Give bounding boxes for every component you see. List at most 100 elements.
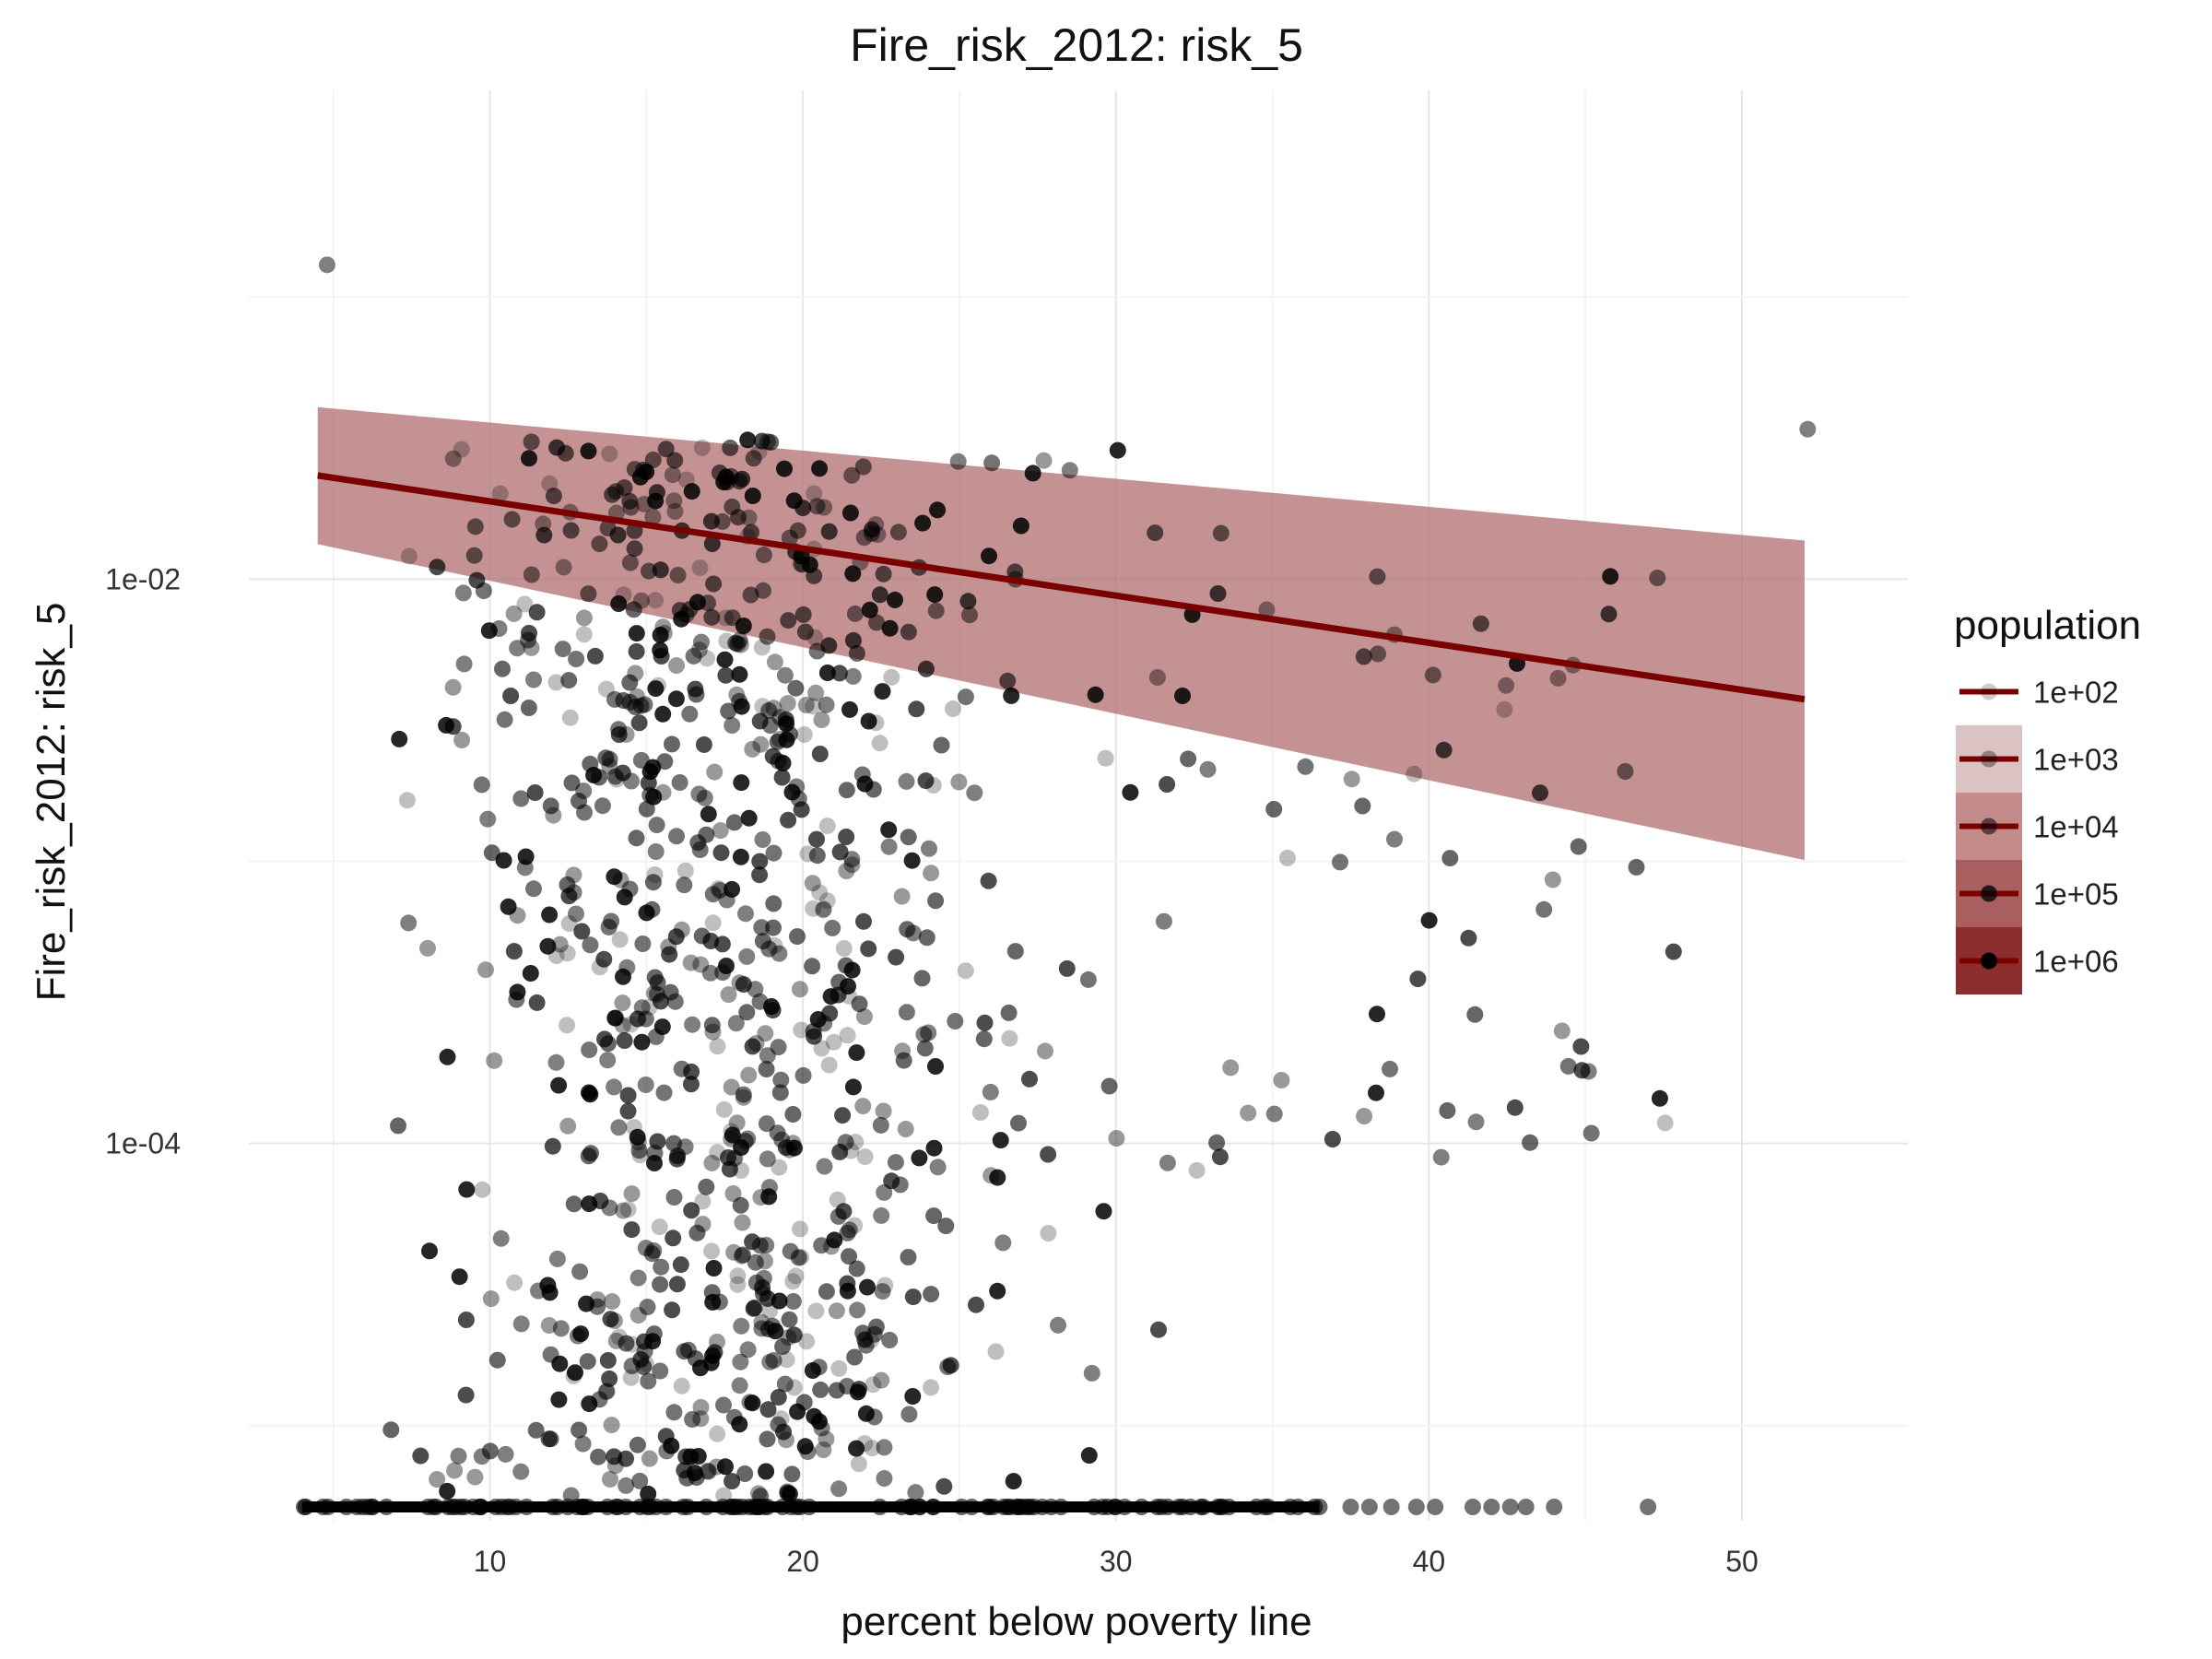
data-point: [875, 565, 892, 582]
data-point: [927, 602, 945, 619]
data-point: [859, 1278, 876, 1296]
data-point: [816, 1158, 833, 1175]
data-point: [706, 1344, 724, 1361]
data-point: [668, 1150, 686, 1168]
data-point: [887, 1154, 904, 1171]
data-point: [744, 1038, 761, 1055]
data-point: [795, 726, 813, 743]
chart-title: Fire_risk_2012: risk_5: [850, 19, 1303, 71]
data-point: [614, 1017, 631, 1034]
bottom-row-point: [1382, 1499, 1400, 1515]
data-point: [723, 1130, 740, 1147]
data-point: [624, 1335, 641, 1353]
data-point: [644, 1333, 662, 1350]
data-point: [808, 498, 826, 515]
data-point: [654, 705, 672, 723]
data-point: [646, 866, 664, 883]
data-point: [606, 1312, 623, 1329]
data-point: [765, 895, 782, 912]
legend-key-point: [1981, 683, 1997, 700]
bottom-row-point: [953, 1499, 971, 1515]
x-tick-label: 20: [786, 1545, 819, 1578]
data-point: [685, 647, 702, 665]
data-point: [775, 1423, 792, 1441]
data-point: [550, 1391, 568, 1408]
data-point: [1354, 797, 1371, 815]
data-point: [949, 453, 967, 470]
data-point: [1097, 749, 1114, 767]
data-point: [818, 1283, 835, 1300]
data-point: [911, 1149, 928, 1167]
data-point: [916, 1040, 934, 1057]
data-point: [694, 1216, 712, 1233]
data-point: [619, 1102, 637, 1120]
data-point: [692, 1398, 710, 1416]
data-point: [391, 730, 408, 747]
data-point: [811, 884, 829, 901]
data-point: [873, 1206, 890, 1224]
data-point: [601, 445, 618, 463]
data-point: [665, 1189, 683, 1206]
data-point: [1040, 1146, 1057, 1163]
data-point: [701, 964, 719, 982]
data-point: [585, 767, 603, 783]
data-point: [623, 1185, 641, 1203]
data-point: [1583, 1124, 1600, 1142]
bottom-row-point: [1407, 1499, 1425, 1515]
data-point: [838, 829, 855, 845]
data-point: [1532, 784, 1548, 802]
data-point: [1150, 1321, 1167, 1338]
data-point: [1370, 645, 1386, 663]
data-point: [1665, 943, 1682, 960]
bottom-row-point: [440, 1499, 457, 1515]
data-point: [703, 1017, 721, 1034]
data-point: [950, 773, 968, 791]
bottom-row-point: [569, 1499, 586, 1515]
data-point: [865, 1325, 883, 1343]
data-point: [1386, 830, 1403, 848]
data-point: [599, 1352, 617, 1369]
data-point: [615, 1202, 632, 1219]
data-point: [848, 1440, 865, 1457]
data-point: [629, 1436, 646, 1453]
data-point: [895, 1052, 912, 1069]
data-point: [824, 919, 841, 936]
bottom-row-point: [1342, 1499, 1359, 1515]
data-point: [929, 1159, 947, 1176]
data-point: [778, 1351, 795, 1369]
data-point: [1297, 758, 1314, 775]
data-point: [1544, 871, 1561, 888]
data-point: [1010, 1114, 1027, 1132]
data-point: [815, 1441, 832, 1458]
data-point: [860, 940, 877, 958]
data-point: [492, 1230, 510, 1247]
data-point: [1024, 465, 1041, 482]
data-point: [1572, 1038, 1590, 1055]
data-point: [733, 1161, 749, 1179]
bottom-row-point: [788, 1499, 806, 1515]
bottom-row-point: [1501, 1499, 1519, 1515]
confidence-band-area: [317, 406, 1805, 861]
data-point: [893, 888, 911, 905]
data-point: [765, 844, 782, 862]
data-point: [525, 880, 542, 898]
data-point: [609, 526, 627, 544]
data-point: [752, 735, 770, 753]
bottom-row-point: [1360, 1499, 1378, 1515]
bottom-row-point: [607, 1499, 625, 1515]
data-point: [610, 1119, 628, 1136]
data-point: [1382, 1060, 1398, 1077]
data-point: [900, 1249, 917, 1265]
data-point: [1174, 688, 1191, 704]
data-point: [560, 888, 578, 905]
data-point: [745, 1300, 762, 1317]
data-point: [923, 865, 940, 882]
data-point: [864, 521, 880, 538]
data-point: [687, 680, 704, 698]
data-point: [945, 700, 961, 717]
data-point: [682, 954, 700, 971]
data-point: [876, 1439, 893, 1456]
data-point: [724, 880, 741, 898]
data-point: [830, 665, 848, 682]
data-point: [580, 442, 597, 460]
